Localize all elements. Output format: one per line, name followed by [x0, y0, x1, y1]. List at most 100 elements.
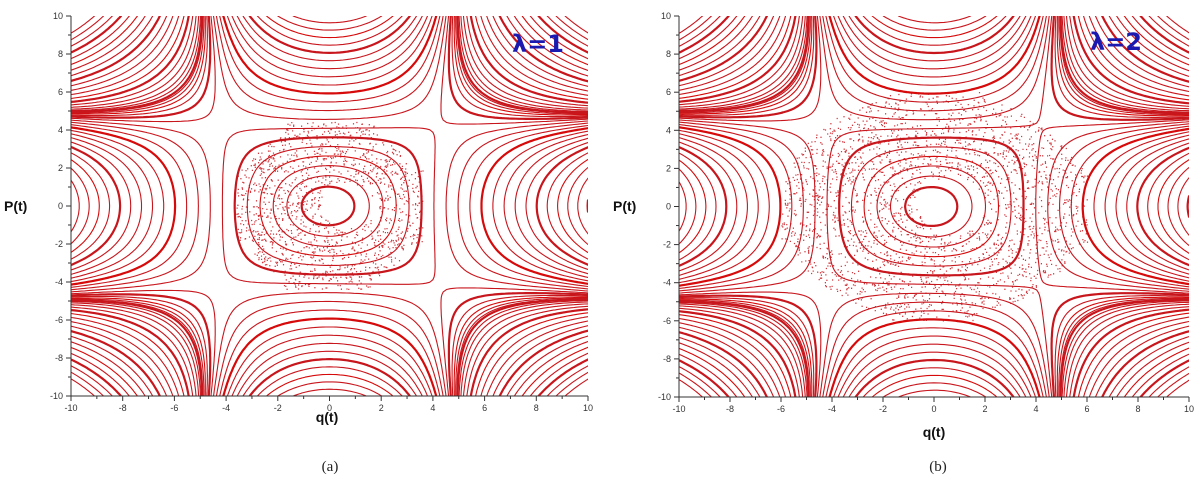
trajectory-line: [679, 16, 1189, 397]
x-tick-label: 6: [1084, 404, 1089, 414]
trajectory-line: [71, 16, 588, 396]
trajectory-line: [679, 16, 1189, 397]
y-tick-label: 8: [58, 49, 63, 59]
y-tick-label: 2: [666, 163, 671, 173]
y-tick-label: 10: [661, 11, 671, 21]
trajectory-line: [679, 16, 1189, 397]
trajectory-line: [71, 16, 588, 396]
y-tick-label: -6: [663, 316, 671, 326]
x-tick-label: -6: [170, 403, 178, 413]
trajectory-line: [71, 16, 588, 396]
x-tick-label: -4: [222, 403, 230, 413]
trajectory-line: [679, 16, 1189, 397]
x-tick-label: -8: [119, 403, 127, 413]
x-axis-label-b: q(t): [923, 424, 946, 440]
trajectory-line: [71, 16, 588, 396]
y-tick-label: -2: [55, 239, 63, 249]
trajectory-line: [71, 16, 588, 396]
trajectory-line: [679, 16, 1189, 397]
y-tick-label: -8: [55, 353, 63, 363]
trajectory-line: [71, 16, 588, 396]
trajectory-line: [71, 16, 588, 396]
x-tick-label: 0: [327, 403, 332, 413]
x-tick-label: -2: [879, 404, 887, 414]
trajectory-line: [71, 16, 588, 396]
trajectory-line: [679, 16, 1189, 397]
trajectory-line: [71, 16, 588, 396]
y-tick-label: 0: [666, 202, 671, 212]
trajectory-line: [71, 16, 588, 396]
trajectory-line: [679, 16, 1189, 397]
y-tick-label: 4: [58, 125, 63, 135]
y-tick-label: -2: [663, 240, 671, 250]
lambda-annotation-b: λ=2: [1090, 28, 1142, 56]
trajectory-line: [679, 16, 1189, 397]
trajectory-line: [71, 16, 588, 396]
trajectory-line: [679, 16, 1189, 397]
y-tick-label: -6: [55, 315, 63, 325]
x-tick-label: 0: [931, 404, 936, 414]
x-axis-label-a: q(t): [316, 409, 339, 425]
trajectory-line: [679, 16, 1189, 397]
trajectory-line: [679, 16, 1189, 397]
subtitle-a: (a): [322, 459, 339, 475]
y-tick-label: 6: [666, 87, 671, 97]
trajectory-line: [71, 16, 588, 396]
trajectory-line: [71, 16, 588, 396]
trajectory-line: [679, 16, 1189, 397]
trajectory-line: [71, 16, 588, 396]
x-tick-label: -4: [828, 404, 836, 414]
x-tick-label: 10: [583, 403, 593, 413]
axes-a: -10 -8 -6 -4 -2 0 2 4 6 8 10 10 8 6 4 2 0 -2 -4 -6 -8 -10: [50, 11, 593, 413]
panel-a: -10 -8 -6 -4 -2 0 2 4 6 8 10 10 8 6 4 2 0 -2 -4 -6 -8 -10 λ=1…: [4, 11, 593, 475]
x-tick-label: 2: [379, 403, 384, 413]
y-tick-label: 8: [666, 49, 671, 59]
x-tick-label: -10: [672, 404, 685, 414]
y-tick-label: -10: [50, 391, 63, 401]
trajectory-line: [71, 16, 588, 396]
trajectory-line: [679, 16, 1189, 397]
trajectory-line: [71, 16, 588, 396]
y-tick-label: -8: [663, 354, 671, 364]
trajectory-line: [679, 16, 1189, 397]
y-tick-label: -4: [663, 278, 671, 288]
trajectory-line: [71, 16, 588, 396]
trajectory-line: [679, 16, 1189, 397]
x-tick-label: -6: [777, 404, 785, 414]
y-tick-label: 4: [666, 125, 671, 135]
trajectory-line: [679, 16, 1189, 397]
trajectory-line: [679, 16, 1189, 397]
trajectory-line: [1186, 195, 1189, 218]
y-tick-label: -10: [658, 392, 671, 402]
y-tick-label: 6: [58, 87, 63, 97]
trajectory-line: [679, 16, 1189, 397]
trajectory-line: [679, 16, 1189, 397]
y-tick-label: 2: [58, 163, 63, 173]
trajectory-line: [679, 16, 1189, 397]
panel-b: -10 -8 -6 -4 -2 0 2 4 6 8 10 10 8 6 4 2 0 -2 -4 -6 -8 -10 λ=2…: [613, 11, 1194, 475]
trajectory-line: [71, 16, 588, 396]
trajectory-line: [679, 16, 1189, 397]
trajectory-line: [71, 16, 588, 396]
trajectory-line: [71, 16, 588, 396]
y-axis-label-a: P(t): [4, 198, 27, 214]
trajectory-line: [71, 16, 588, 396]
trajectory-line: [71, 16, 588, 396]
x-tick-label: 4: [1033, 404, 1038, 414]
trajectory-line: [71, 16, 588, 396]
y-tick-label: -4: [55, 277, 63, 287]
x-tick-label: 8: [534, 403, 539, 413]
trajectory-line: [679, 16, 1189, 397]
chaotic-region: [781, 91, 1089, 322]
trajectory-line: [679, 16, 1189, 397]
y-tick-label: 10: [53, 11, 63, 21]
trajectory-line: [71, 16, 588, 396]
trajectory-line: [71, 16, 588, 396]
x-tick-label: -8: [726, 404, 734, 414]
x-tick-label: -10: [64, 403, 77, 413]
trajectory-line: [679, 16, 1189, 397]
subtitle-b: (b): [929, 459, 947, 475]
trajectory-line: [679, 16, 1189, 397]
trajectory-line: [679, 16, 1189, 397]
trajectory-line: [71, 16, 588, 396]
